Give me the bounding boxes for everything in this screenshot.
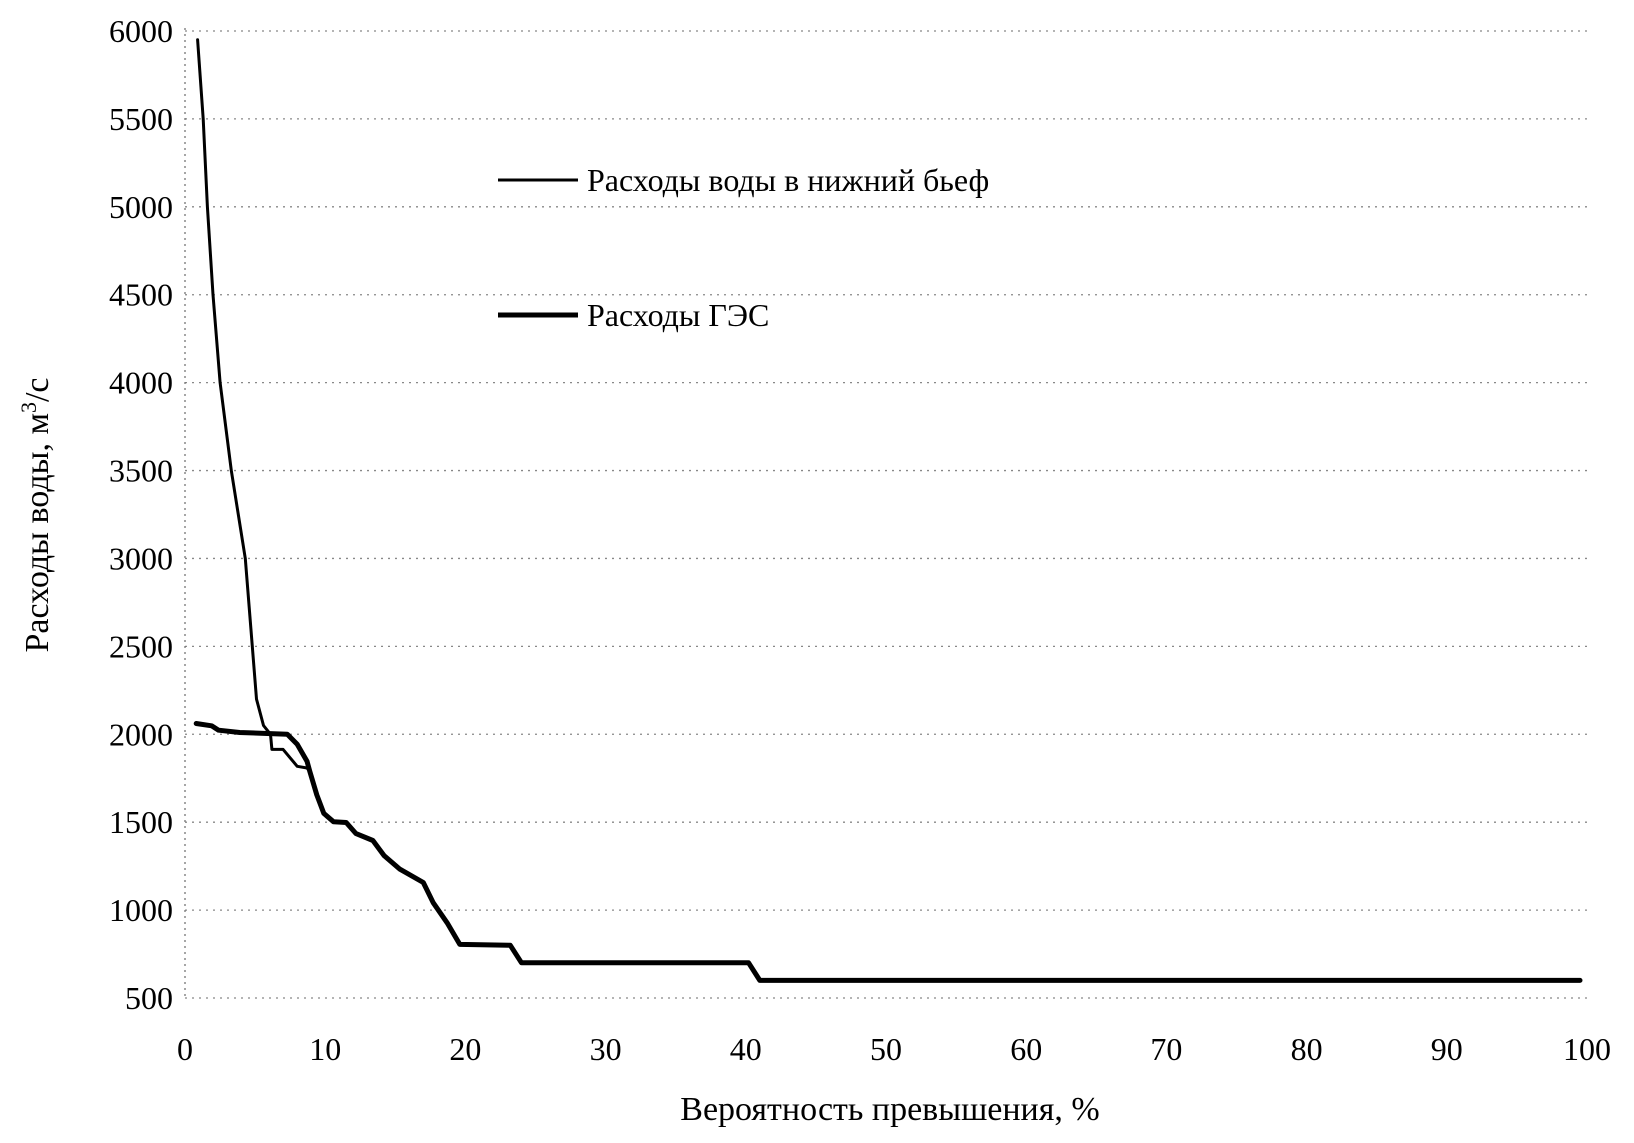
y-tick-label: 2000 xyxy=(109,716,173,752)
x-tick-label: 60 xyxy=(1010,1031,1042,1067)
y-axis-label-sup: 3 xyxy=(16,402,41,413)
y-axis-label-tail: /с xyxy=(19,377,56,402)
grid-lines xyxy=(185,30,1587,999)
y-tick-label: 5000 xyxy=(109,189,173,225)
y-tick-label: 6000 xyxy=(109,13,173,49)
y-tick-label: 4000 xyxy=(109,365,173,401)
x-tick-label: 80 xyxy=(1291,1031,1323,1067)
y-tick-labels: 500 1000 1500 2000 2500 3000 3500 4000 4500 5000 5… xyxy=(109,13,173,1016)
y-axis-label: Расходы воды, м3/с xyxy=(16,377,56,652)
legend-label-tailwater: Расходы воды в нижний бьеф xyxy=(587,162,989,198)
x-tick-label: 90 xyxy=(1431,1031,1463,1067)
y-tick-label: 2500 xyxy=(109,628,173,664)
y-tick-label: 3000 xyxy=(109,540,173,576)
x-tick-label: 30 xyxy=(590,1031,622,1067)
series-lines xyxy=(193,38,1583,983)
x-tick-label: 40 xyxy=(730,1031,762,1067)
y-tick-label: 500 xyxy=(125,980,173,1016)
legend: Расходы воды в нижний бьеф Расходы ГЭС xyxy=(498,162,989,333)
x-tick-labels: 0 10 20 30 40 50 60 70 80 90 100 xyxy=(177,1031,1611,1067)
y-axis-label-main: Расходы воды, м xyxy=(19,413,56,653)
series-hpp-line xyxy=(193,721,1583,983)
y-tick-label: 3500 xyxy=(109,453,173,489)
y-tick-label: 1500 xyxy=(109,804,173,840)
y-tick-label: 5500 xyxy=(109,101,173,137)
x-tick-label: 0 xyxy=(177,1031,193,1067)
y-tick-label: 4500 xyxy=(109,277,173,313)
x-axis-label: Вероятность превышения, % xyxy=(680,1091,1099,1128)
x-tick-label: 70 xyxy=(1150,1031,1182,1067)
legend-label-hpp: Расходы ГЭС xyxy=(587,297,769,333)
x-tick-label: 50 xyxy=(870,1031,902,1067)
y-tick-label: 1000 xyxy=(109,892,173,928)
x-tick-label: 100 xyxy=(1563,1031,1611,1067)
x-tick-label: 20 xyxy=(449,1031,481,1067)
x-tick-label: 10 xyxy=(309,1031,341,1067)
